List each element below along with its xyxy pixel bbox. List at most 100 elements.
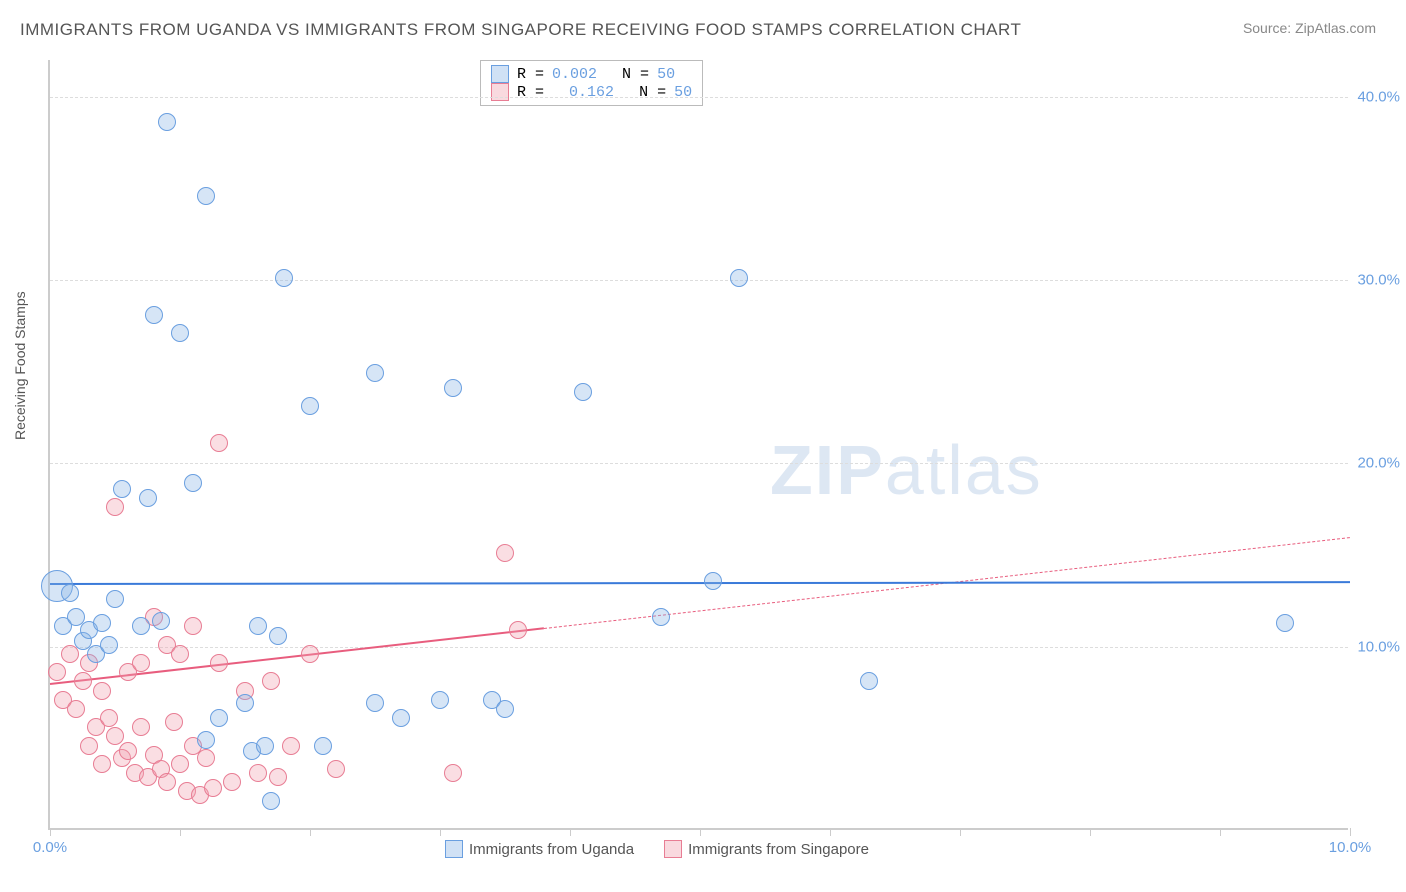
n-value-singapore: 50: [674, 84, 692, 101]
data-point-uganda: [444, 379, 462, 397]
data-point-uganda: [496, 700, 514, 718]
chart-container: IMMIGRANTS FROM UGANDA VS IMMIGRANTS FRO…: [0, 0, 1406, 892]
data-point-singapore: [80, 737, 98, 755]
data-point-uganda: [730, 269, 748, 287]
data-point-singapore: [132, 654, 150, 672]
data-point-singapore: [269, 768, 287, 786]
swatch-singapore-icon: [664, 840, 682, 858]
data-point-singapore: [444, 764, 462, 782]
x-tick: [310, 828, 311, 836]
data-point-uganda: [431, 691, 449, 709]
data-point-uganda: [366, 364, 384, 382]
data-point-singapore: [262, 672, 280, 690]
data-point-uganda: [275, 269, 293, 287]
data-point-singapore: [509, 621, 527, 639]
data-point-uganda: [93, 614, 111, 632]
data-point-uganda: [158, 113, 176, 131]
data-point-singapore: [119, 742, 137, 760]
data-point-singapore: [197, 749, 215, 767]
x-tick: [570, 828, 571, 836]
data-point-singapore: [496, 544, 514, 562]
data-point-singapore: [132, 718, 150, 736]
data-point-uganda: [106, 590, 124, 608]
data-point-singapore: [282, 737, 300, 755]
data-point-uganda: [269, 627, 287, 645]
data-point-uganda: [197, 187, 215, 205]
watermark-rest: atlas: [885, 431, 1043, 509]
data-point-uganda: [256, 737, 274, 755]
data-point-singapore: [165, 713, 183, 731]
gridline: [50, 280, 1348, 281]
data-point-uganda: [210, 709, 228, 727]
gridline: [50, 463, 1348, 464]
data-point-uganda: [249, 617, 267, 635]
n-value-uganda: 50: [657, 66, 675, 83]
x-tick: [1090, 828, 1091, 836]
data-point-singapore: [301, 645, 319, 663]
r-value-uganda: 0.002: [552, 66, 597, 83]
data-point-uganda: [262, 792, 280, 810]
data-point-singapore: [171, 645, 189, 663]
data-point-uganda: [152, 612, 170, 630]
x-tick: [700, 828, 701, 836]
data-point-uganda: [704, 572, 722, 590]
source-attribution: Source: ZipAtlas.com: [1243, 20, 1376, 36]
swatch-uganda-icon: [491, 65, 509, 83]
data-point-singapore: [93, 682, 111, 700]
data-point-uganda: [392, 709, 410, 727]
x-tick: [1220, 828, 1221, 836]
data-point-singapore: [48, 663, 66, 681]
data-point-singapore: [204, 779, 222, 797]
x-tick: [960, 828, 961, 836]
x-tick-label: 10.0%: [1329, 839, 1372, 856]
data-point-uganda: [1276, 614, 1294, 632]
data-point-uganda: [314, 737, 332, 755]
legend-row-uganda: R = 0.002 N = 50: [491, 65, 692, 83]
data-point-uganda: [100, 636, 118, 654]
y-axis-label: Receiving Food Stamps: [12, 291, 28, 440]
n-label: N =: [639, 84, 666, 101]
data-point-singapore: [74, 672, 92, 690]
data-point-uganda: [184, 474, 202, 492]
r-value-singapore: 0.162: [569, 84, 614, 101]
data-point-singapore: [223, 773, 241, 791]
data-point-uganda: [366, 694, 384, 712]
r-label: R =: [517, 66, 544, 83]
legend-label-singapore: Immigrants from Singapore: [688, 841, 869, 858]
data-point-singapore: [106, 498, 124, 516]
data-point-uganda: [61, 584, 79, 602]
gridline: [50, 647, 1348, 648]
data-point-uganda: [301, 397, 319, 415]
chart-title: IMMIGRANTS FROM UGANDA VS IMMIGRANTS FRO…: [20, 20, 1021, 40]
data-point-uganda: [860, 672, 878, 690]
y-tick-label: 40.0%: [1357, 88, 1400, 105]
data-point-singapore: [327, 760, 345, 778]
data-point-singapore: [249, 764, 267, 782]
data-point-singapore: [184, 617, 202, 635]
n-label: N =: [622, 66, 649, 83]
swatch-uganda-icon: [445, 840, 463, 858]
data-point-uganda: [171, 324, 189, 342]
data-point-uganda: [236, 694, 254, 712]
y-tick-label: 30.0%: [1357, 272, 1400, 289]
legend-label-uganda: Immigrants from Uganda: [469, 841, 634, 858]
data-point-singapore: [210, 434, 228, 452]
data-point-singapore: [171, 755, 189, 773]
data-point-singapore: [100, 709, 118, 727]
x-tick: [440, 828, 441, 836]
watermark-bold: ZIP: [770, 431, 885, 509]
series-legend: Immigrants from Uganda Immigrants from S…: [445, 840, 869, 858]
data-point-uganda: [574, 383, 592, 401]
y-tick-label: 20.0%: [1357, 455, 1400, 472]
data-point-uganda: [197, 731, 215, 749]
r-label: R =: [517, 84, 544, 101]
data-point-uganda: [139, 489, 157, 507]
plot-area: ZIPatlas R = 0.002 N = 50 R = 0.162 N = …: [48, 60, 1348, 830]
data-point-singapore: [158, 773, 176, 791]
y-tick-label: 10.0%: [1357, 638, 1400, 655]
data-point-singapore: [67, 700, 85, 718]
legend-row-singapore: R = 0.162 N = 50: [491, 83, 692, 101]
swatch-singapore-icon: [491, 83, 509, 101]
legend-item-singapore: Immigrants from Singapore: [664, 840, 869, 858]
x-tick: [1350, 828, 1351, 836]
